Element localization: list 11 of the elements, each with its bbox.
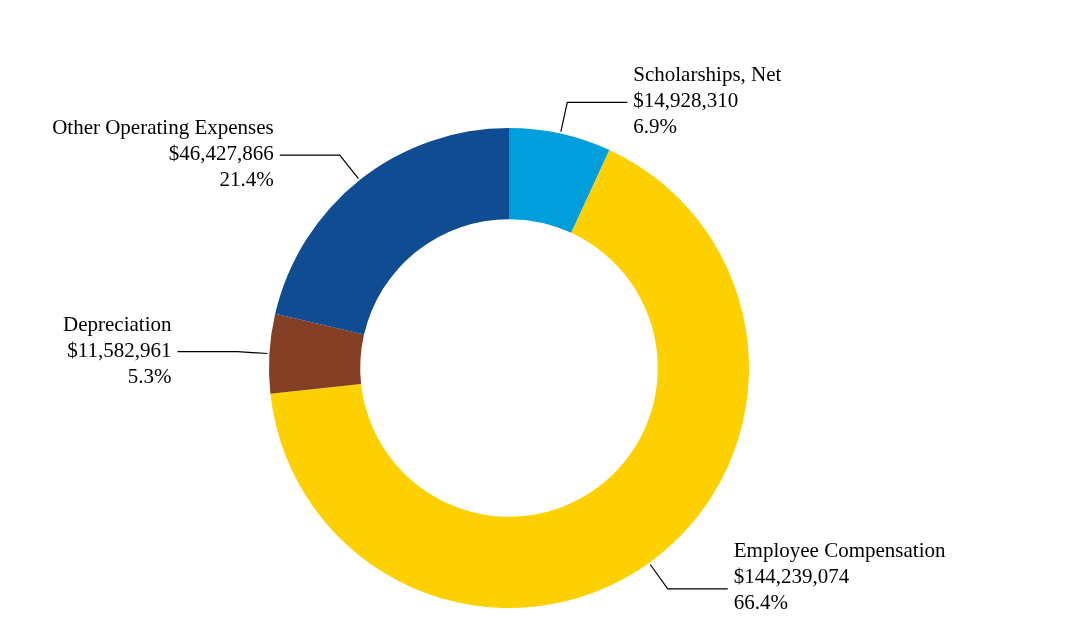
slice-label: Depreciation — [63, 311, 172, 336]
donut-slice — [275, 128, 509, 335]
donut-slice — [509, 128, 610, 233]
data-label: $46,427,866 21.4% — [168, 140, 274, 191]
slice-label: Other Operating Expenses — [52, 114, 274, 139]
data-label: $11,582,961 5.3% — [67, 337, 172, 388]
slice-label: Scholarships, Net — [633, 62, 782, 87]
data-label: $144,239,074 66.4% — [733, 563, 850, 614]
data-label: $14,928,310 6.9% — [633, 88, 739, 139]
donut-slice — [269, 313, 365, 394]
slice-label: Employee Compensation — [733, 537, 946, 562]
